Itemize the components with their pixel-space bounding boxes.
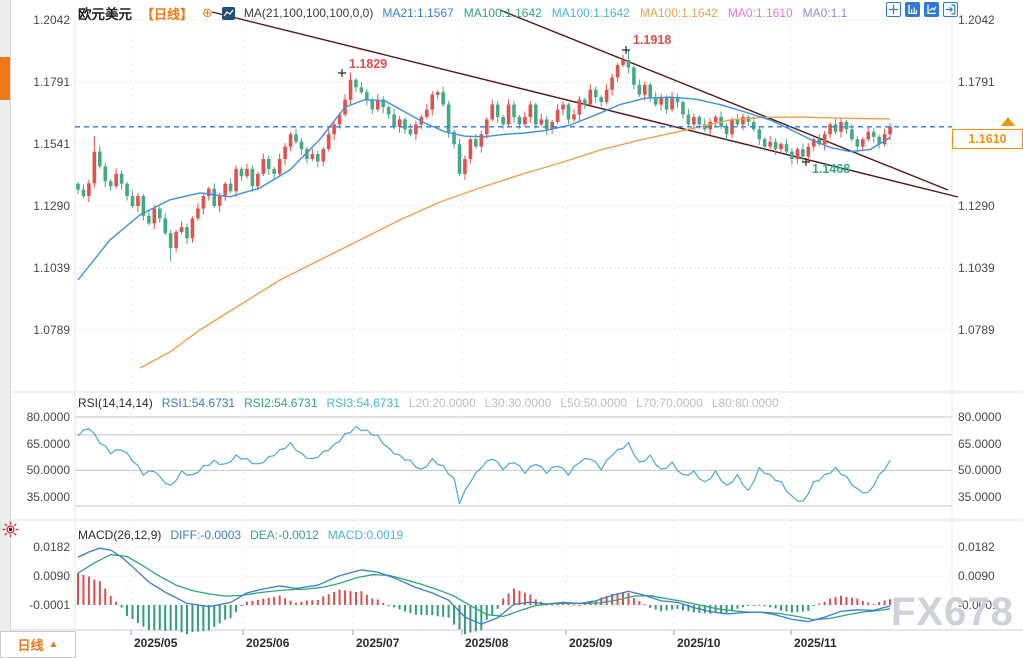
price-axis-label: 1.1290 <box>958 199 995 213</box>
price-axis-label: 1.2042 <box>33 13 70 27</box>
rsi-axis-label: 50.0000 <box>958 463 1002 478</box>
diff-line <box>77 547 891 625</box>
sidebar-active-indicator[interactable] <box>0 57 10 100</box>
macd-axis-label: -0.0001 <box>958 598 999 612</box>
rsi-header: RSI(14,14,14) RSI1:54.6731 RSI2:54.6731 RS… <box>78 396 779 410</box>
rsi-axis-label: 80.0000 <box>958 410 1002 424</box>
month-label: 2025/10 <box>677 636 721 650</box>
ma-value-label: MA0:1.1610 <box>727 6 793 20</box>
macd-axis-label: 0.0182 <box>958 539 995 554</box>
scroll-latest-icon[interactable] <box>1001 117 1015 126</box>
period-tag: 【日线】 <box>141 6 194 22</box>
watermark: FX678 <box>891 590 1014 634</box>
price-annotation: 1.1829 <box>349 57 388 71</box>
rsi-value-label: L50:50.0000 <box>560 396 628 410</box>
rsi-axis-label: 65.0000 <box>958 436 1002 451</box>
price-axis-label: 1.2042 <box>958 13 995 27</box>
left-sidebar <box>0 0 11 631</box>
month-label: 2025/07 <box>356 636 400 650</box>
trend-line[interactable] <box>499 9 949 191</box>
period-button-label: 日线 <box>17 638 44 653</box>
ma-value-label: MA0:1.1 <box>802 6 848 20</box>
price-annotation: 1.1468 <box>812 162 851 176</box>
period-select-button[interactable]: 日线 ▲ <box>0 631 76 658</box>
ma-value-label: MA100:1.1642 <box>639 6 718 20</box>
month-label: 2025/05 <box>134 636 178 650</box>
rsi-value-label: L20:20.0000 <box>408 396 476 410</box>
price-annotation: 1.1918 <box>633 33 672 47</box>
last-price-tag: 1.1610 <box>952 129 1023 149</box>
rsi-axis-label: 50.0000 <box>26 463 70 478</box>
month-label: 2025/06 <box>246 636 290 650</box>
month-label: 2025/11 <box>794 636 837 650</box>
macd-axis-label: 0.0182 <box>33 539 70 554</box>
price-axis-icon[interactable] <box>905 2 920 17</box>
macd-value-label: MACD:0.0019 <box>327 528 404 542</box>
ma100-line <box>139 116 891 369</box>
pan-icon[interactable] <box>886 2 901 17</box>
macd-axis-label: 0.0090 <box>33 569 70 584</box>
rsi-values: RSI1:54.6731 RSI2:54.6731 RSI3:54.6731 L20:… <box>162 396 779 410</box>
price-axis-label: 1.0789 <box>958 322 995 337</box>
rsi-axis-label: 35.0000 <box>26 490 70 505</box>
price-axis-label: 1.1791 <box>958 75 995 90</box>
add-indicator-icon[interactable]: ⊕ <box>202 5 213 20</box>
macd-header: MACD(26,12,9) DIFF:-0.0003 DEA:-0.0012 MAC… <box>78 528 403 542</box>
chart-toolbar <box>886 2 958 17</box>
rsi-value-label: L70:70.0000 <box>636 396 703 410</box>
macd-title: MACD(26,12,9) <box>78 528 162 542</box>
symbol-title: 欧元美元 <box>78 7 132 22</box>
price-axis-label: 1.0789 <box>33 322 70 337</box>
ma-value-label: MA21:1.1567 <box>382 6 454 20</box>
price-axis-label: 1.1541 <box>33 136 70 151</box>
indicator-settings-icon[interactable] <box>2 521 19 543</box>
rsi-value-label: RSI2:54.6731 <box>244 396 318 410</box>
candles <box>76 50 892 262</box>
month-label: 2025/08 <box>465 636 509 650</box>
price-axis-label: 1.1290 <box>33 199 70 213</box>
price-axis-label: 1.1791 <box>33 75 70 90</box>
ma21-line <box>77 96 891 281</box>
rsi-line <box>77 425 891 505</box>
chevron-up-icon: ▲ <box>48 639 59 650</box>
rsi-value-label: L30:30.0000 <box>484 396 552 410</box>
macd-values: DIFF:-0.0003 DEA:-0.0012 MACD:0.0019 <box>170 528 403 542</box>
dea-line <box>77 553 891 621</box>
macd-value-label: DIFF:-0.0003 <box>170 528 242 542</box>
macd-axis-label: 0.0090 <box>958 569 995 584</box>
macd-histogram <box>77 573 892 635</box>
ma-settings-label: MA(21,100,100,100,0,0) <box>243 6 374 20</box>
rsi-title: RSI(14,14,14) <box>78 396 153 410</box>
rsi-axis-label: 80.0000 <box>26 410 70 424</box>
price-axis-label: 1.1039 <box>33 261 70 276</box>
time-axis-icon[interactable] <box>924 2 939 17</box>
mini-chart-icon <box>221 6 235 20</box>
macd-value-label: DEA:-0.0012 <box>250 528 319 542</box>
detach-icon[interactable] <box>943 2 958 17</box>
ma-values: MA21:1.1567 MA100:1.1642 MA100:1.1642 MA100… <box>382 6 847 20</box>
ma-value-label: MA100:1.1642 <box>463 6 542 20</box>
rsi-value-label: RSI3:54.6731 <box>326 396 400 410</box>
rsi-axis-label: 35.0000 <box>958 490 1002 505</box>
rsi-value-label: L80:80.0000 <box>711 396 779 410</box>
month-label: 2025/09 <box>569 636 613 650</box>
chart-header: 欧元美元 【日线】 ⊕ MA(21,100,100,100,0,0) MA21:… <box>78 3 847 23</box>
ma-value-label: MA100:1.1642 <box>551 6 630 20</box>
price-axis-label: 1.1039 <box>958 261 995 276</box>
rsi-axis-label: 65.0000 <box>26 436 70 451</box>
rsi-value-label: RSI1:54.6731 <box>161 396 236 410</box>
macd-axis-label: -0.0001 <box>29 598 70 612</box>
